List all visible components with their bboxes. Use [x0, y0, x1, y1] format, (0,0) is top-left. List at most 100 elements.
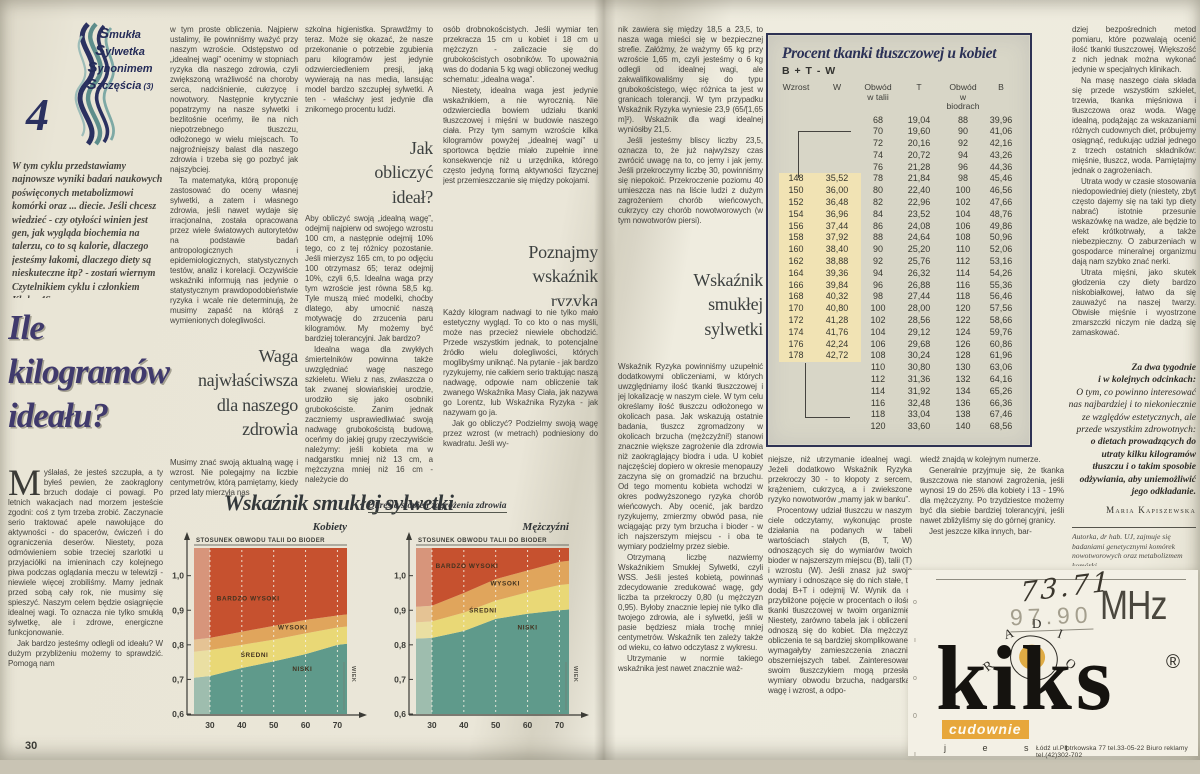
svg-text:60: 60: [523, 720, 533, 730]
table-cell: 28,56: [907, 315, 931, 326]
table-cell: 158: [779, 232, 813, 245]
table-cell: 42,24: [813, 338, 861, 351]
table-cell: 65,26: [989, 385, 1013, 396]
table-cell: 150: [779, 185, 813, 198]
table-cell: 100: [870, 303, 886, 314]
table-cell: 106: [870, 338, 886, 349]
table-cell: 124: [955, 326, 971, 337]
svg-text:0,6: 0,6: [394, 709, 406, 719]
ad-tagline-highlight: cudownie: [942, 720, 1029, 739]
table-cell: 178: [779, 350, 813, 363]
article-column: niejsze, niż utrzymanie idealnej wagi. J…: [768, 455, 912, 757]
table-cell: 68,56: [989, 421, 1013, 432]
chart-subtitle: Określa stopień zagrożenia zdrowia: [368, 501, 507, 513]
body-paragraph: Wskaźnik Ryzyka powinniśmy uzupełnić dod…: [618, 362, 763, 551]
table-cell: 56,46: [989, 291, 1013, 302]
table-cell: 98: [957, 173, 968, 184]
table-cell: 49,86: [989, 220, 1013, 231]
registered-trademark-icon: ®: [1166, 652, 1180, 673]
table-cell: 44,36: [989, 161, 1013, 172]
table-cell: 45,46: [989, 173, 1013, 184]
table-row: 76 21,28 96 44,36: [779, 162, 1019, 174]
svg-text:60: 60: [301, 720, 311, 730]
table-cell: 32,48: [907, 397, 931, 408]
table-row: 158 37,92 88 24,64 108 50,96: [779, 232, 1019, 245]
table-cell: 106: [955, 220, 971, 231]
svg-text:70: 70: [555, 720, 565, 730]
table-cell: 64,16: [989, 374, 1013, 385]
table-column-header: Obwód w talii: [864, 82, 892, 102]
table-cell: 23,52: [907, 208, 931, 219]
body-paragraph: Jak go obliczyć? Podzielmy swoją wagę pr…: [443, 419, 598, 448]
table-cell: 42,72: [813, 350, 861, 363]
body-paragraph: w tym proste obliczenia. Najpierw ustali…: [170, 25, 298, 174]
table-cell: 21,28: [907, 161, 931, 172]
table-cell: 160: [779, 244, 813, 257]
table-row: 118 33,04 138 67,46: [779, 409, 1019, 421]
footnote-rule: [1072, 527, 1196, 528]
radio-brand-logo: kiks: [936, 627, 1116, 729]
section-heading: Poznajmy wskaźnik ryzyka: [528, 242, 598, 306]
body-paragraph: Ta matematyka, którą proponuję zastosowa…: [170, 176, 298, 325]
table-cell: 63,06: [989, 362, 1013, 373]
body-paragraph: Niestety, idealna waga jest jedynie wska…: [443, 86, 598, 185]
svg-text:0,7: 0,7: [394, 674, 406, 684]
table-cell: 39,36: [813, 267, 861, 280]
table-cell: 136: [955, 397, 971, 408]
table-cell: 108: [955, 232, 971, 243]
table-cell: 25,20: [907, 244, 931, 255]
table-cell: [813, 421, 861, 433]
table-cell: 114: [870, 385, 886, 396]
table-cell: 53,16: [989, 256, 1013, 267]
table-cell: 138: [955, 409, 971, 420]
body-paragraph: Każdy kilogram nadwagi to nie tylko mało…: [443, 308, 598, 417]
table-cell: 78: [872, 173, 883, 184]
table-cell: 29,68: [907, 338, 931, 349]
drop-cap: M: [8, 468, 41, 504]
table-cell: 50,96: [989, 232, 1013, 243]
table-cell: 174: [779, 326, 813, 339]
svg-text:WYSOKI: WYSOKI: [278, 624, 308, 631]
body-paragraph: Idealna waga dla zwykłych śmiertelników …: [305, 345, 433, 484]
radio-letter: D: [1032, 616, 1042, 631]
svg-text:ŚREDNI: ŚREDNI: [241, 650, 269, 659]
article-column: osób drobnokościstych. Jeśli wymiar ten …: [443, 25, 598, 237]
table-cell: 176: [779, 338, 813, 351]
table-cell: 30,24: [907, 350, 931, 361]
table-cell: 40,80: [813, 303, 861, 316]
article-column: Aby obliczyć swoją „idealną wagę”, odejm…: [305, 214, 433, 490]
body-paragraph: Utrzymanie w normie takiego wskaźnika je…: [618, 654, 763, 673]
svg-text:WIEK: WIEK: [350, 666, 356, 682]
table-cell: 168: [779, 291, 813, 304]
table-bracket-top: [798, 131, 851, 178]
table-cell: 38,40: [813, 244, 861, 257]
table-row: 166 39,84 96 26,88 116 55,36: [779, 279, 1019, 292]
table-cell: 110: [870, 362, 886, 373]
table-cell: 41,76: [813, 326, 861, 339]
table-row: 74 20,72 94 43,26: [779, 150, 1019, 162]
body-paragraph: Jest jeszcze kilka innych, bar-: [929, 527, 1032, 536]
author-footnote: Autorka, dr hab. UJ, zajmuje się badania…: [1072, 532, 1183, 566]
svg-text:STOSUNEK OBWODU TALII DO BIODE: STOSUNEK OBWODU TALII DO BIODER: [196, 537, 325, 544]
table-header-row: Wzrost W Obwód w talii T Obwód w biodrach B: [779, 81, 1019, 115]
table-cell: 66,36: [989, 397, 1013, 408]
promo-emphasis: o dietach prowadzących do utraty kilku k…: [1079, 437, 1196, 498]
svg-text:Mężczyźni: Mężczyźni: [522, 521, 570, 533]
table-cell: 33,04: [907, 409, 931, 420]
svg-text:Kobiety: Kobiety: [312, 521, 347, 533]
svg-text:WIEK: WIEK: [572, 666, 578, 682]
table-cell: 70: [872, 126, 883, 137]
series-title: Smukła Sylwetka Synonimem Szczęścia (3): [86, 25, 154, 93]
table-row: 152 36,48 82 22,96 102 47,66: [779, 197, 1019, 209]
table-row: 164 39,36 94 26,32 114 54,26: [779, 267, 1019, 280]
author-byline: Maria Kapiszewska: [1106, 505, 1196, 515]
table-cell: 39,96: [989, 114, 1013, 125]
svg-text:50: 50: [269, 720, 279, 730]
table-cell: 94: [872, 267, 883, 278]
svg-text:1,0: 1,0: [394, 571, 406, 581]
table-cell: 122: [955, 315, 971, 326]
table-cell: 36,48: [813, 197, 861, 209]
table-row: 116 32,48 136 66,36: [779, 398, 1019, 410]
table-cell: 37,92: [813, 232, 861, 245]
